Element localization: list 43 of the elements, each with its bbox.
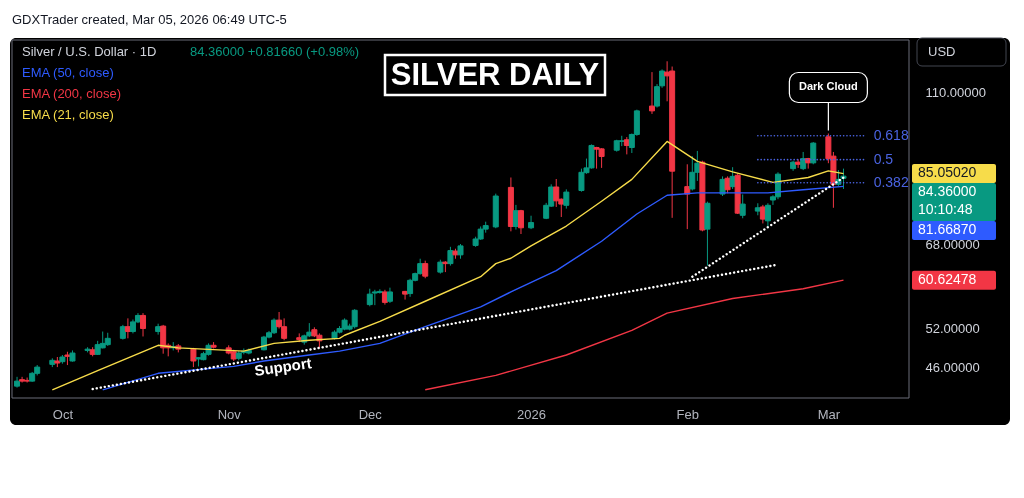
x-tick-label: Dec [358, 406, 383, 422]
text: SILVER DAILY [390, 57, 600, 92]
text: 60.62478 [918, 270, 977, 287]
line-series [51, 140, 845, 391]
x-tick-label: 2026 [517, 406, 547, 422]
line-series [424, 279, 845, 391]
candlestick [648, 71, 655, 115]
y-tick-label: 110.00000 [925, 85, 986, 101]
y-tick-label: 68.00000 [925, 236, 980, 252]
text: EMA (21, close) [22, 107, 114, 122]
y-tick-label: 46.00000 [925, 359, 980, 375]
annotation: Support [253, 354, 313, 379]
candlestick [739, 193, 746, 219]
text: EMA (50, close) [22, 65, 114, 80]
candlestick [563, 188, 570, 210]
x-tick-label: Mar [817, 406, 841, 422]
candlestick [528, 215, 535, 230]
candlestick [19, 376, 26, 384]
candlestick [729, 166, 736, 190]
candlestick [689, 155, 696, 192]
text: 84.36000 10:10:48 [918, 183, 977, 218]
text: 85.05020 [918, 164, 977, 181]
candlestick [764, 202, 771, 227]
text: EMA (200, close) [22, 86, 121, 101]
x-tick-label: Feb [676, 406, 699, 422]
text: GDXTrader created, Mar 05, 2026 06:49 UTC-5 [12, 12, 287, 27]
candlestick [795, 158, 802, 169]
series-label: 0.618 [873, 126, 909, 143]
annotation: Dark Cloud [799, 80, 858, 93]
text: USD [928, 44, 956, 59]
candlestick [140, 312, 147, 337]
series-label: 0.382 [873, 173, 909, 190]
candlestick [402, 290, 409, 301]
text: 81.66870 [918, 221, 977, 238]
x-tick-label: Oct [52, 406, 74, 422]
candlestick [553, 178, 560, 208]
candlestick [376, 288, 383, 295]
annotation: Silver / U.S. Dollar · 1D [22, 44, 157, 59]
candlestick [517, 209, 524, 235]
y-tick-label: 52.00000 [925, 321, 980, 336]
x-tick-label: Nov [217, 406, 242, 422]
series-label: 0.5 [873, 150, 894, 167]
annotation: 84.36000 +0.81660 (+0.98%) [190, 44, 360, 59]
